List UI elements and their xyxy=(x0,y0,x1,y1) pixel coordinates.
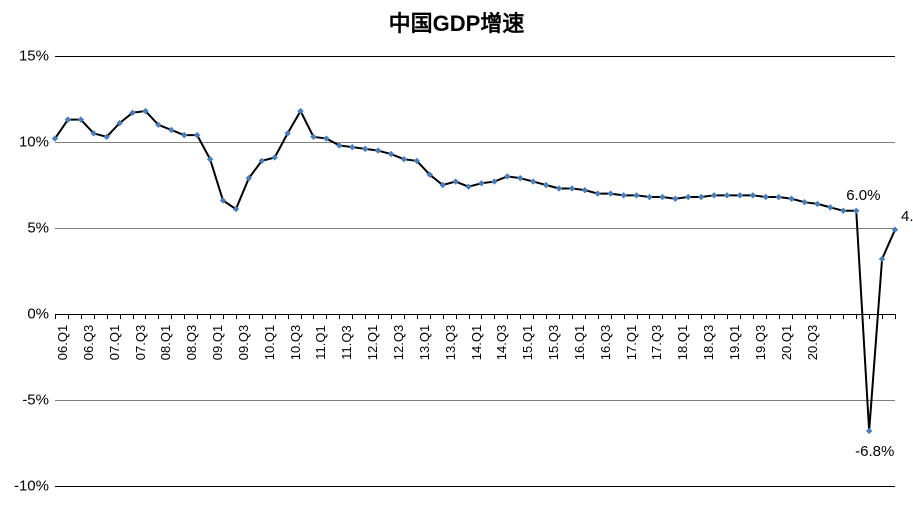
data-marker xyxy=(802,200,807,205)
gdp-chart: 中国GDP增速 -10%-5%0%5%10%15%06.Q106.Q307.Q1… xyxy=(0,0,913,515)
data-marker xyxy=(660,195,665,200)
data-marker xyxy=(531,179,536,184)
data-marker xyxy=(518,176,523,181)
data-marker xyxy=(634,193,639,198)
data-marker xyxy=(854,208,859,213)
data-marker xyxy=(815,201,820,206)
data-marker xyxy=(841,208,846,213)
y-axis-label: 10% xyxy=(19,134,55,151)
data-marker xyxy=(699,195,704,200)
data-marker xyxy=(595,191,600,196)
plot-area: -10%-5%0%5%10%15%06.Q106.Q307.Q107.Q308.… xyxy=(55,55,895,486)
data-marker xyxy=(673,196,678,201)
data-marker xyxy=(828,205,833,210)
y-axis-label: 0% xyxy=(27,306,55,323)
data-marker xyxy=(789,196,794,201)
data-marker xyxy=(686,195,691,200)
data-label: 4.9% xyxy=(901,208,913,225)
data-marker xyxy=(569,186,574,191)
data-marker xyxy=(621,193,626,198)
data-marker xyxy=(376,148,381,153)
data-marker xyxy=(363,146,368,151)
y-axis-label: 15% xyxy=(19,48,55,65)
gridline xyxy=(55,486,895,487)
data-marker xyxy=(867,428,872,433)
chart-title: 中国GDP增速 xyxy=(0,6,913,38)
data-marker xyxy=(350,145,355,150)
y-axis-label: -5% xyxy=(22,392,55,409)
data-marker xyxy=(725,193,730,198)
data-marker xyxy=(608,191,613,196)
data-marker xyxy=(712,193,717,198)
data-marker xyxy=(647,195,652,200)
data-marker xyxy=(557,186,562,191)
gdp-line xyxy=(55,111,895,431)
data-marker xyxy=(479,181,484,186)
line-series xyxy=(55,56,895,486)
data-marker xyxy=(737,193,742,198)
data-marker xyxy=(776,195,781,200)
y-axis-label: -10% xyxy=(14,478,55,495)
y-axis-label: 5% xyxy=(27,220,55,237)
data-marker xyxy=(763,195,768,200)
data-marker xyxy=(544,183,549,188)
x-tick xyxy=(895,314,896,319)
data-marker xyxy=(750,193,755,198)
data-marker xyxy=(582,188,587,193)
